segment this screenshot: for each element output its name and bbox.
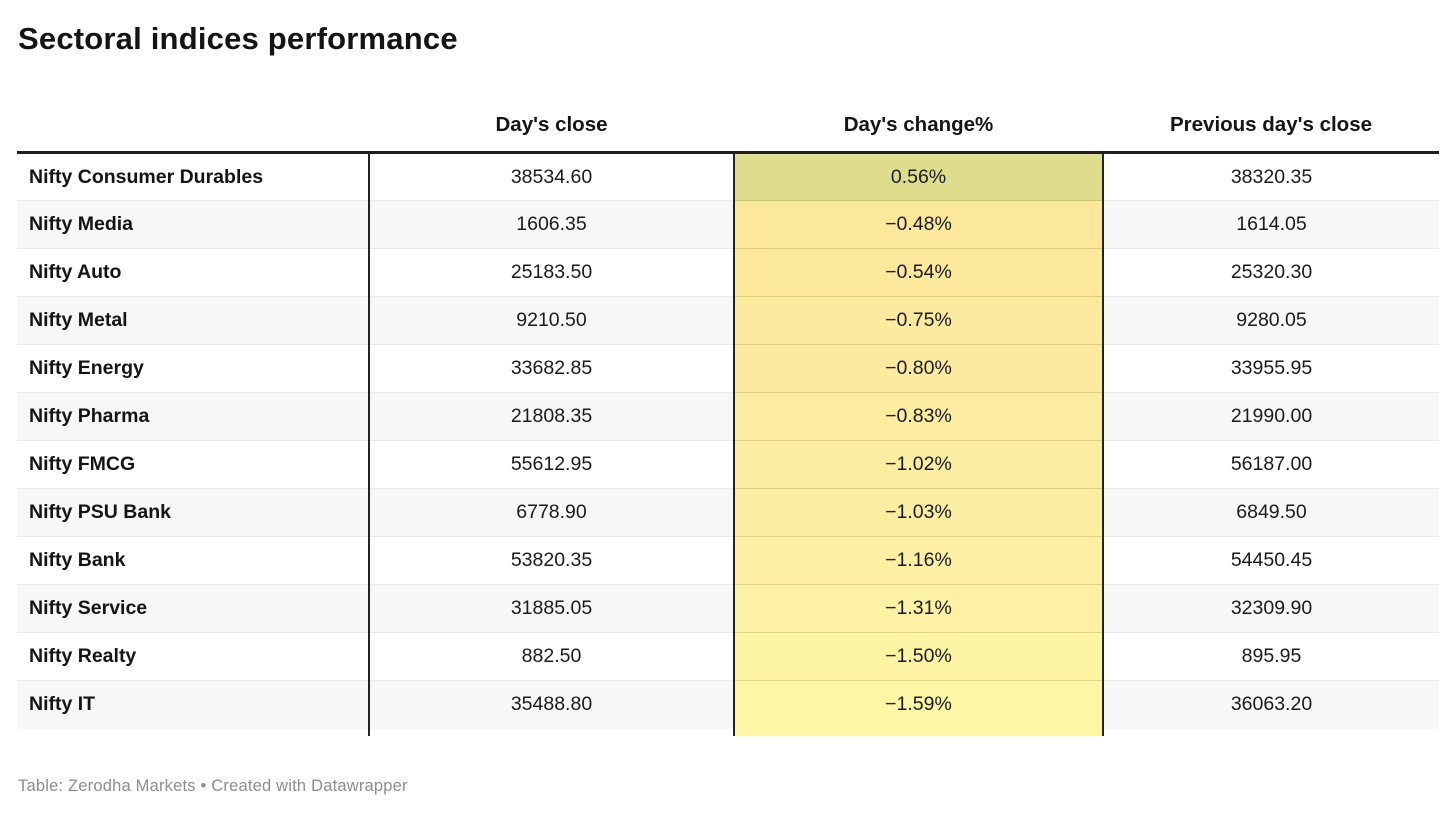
prev-close-cell: 33955.95 (1103, 344, 1439, 393)
days-close-cell: 53820.35 (369, 536, 734, 585)
days-change-cell: −1.16% (733, 536, 1104, 585)
days-close-cell: 882.50 (369, 632, 734, 681)
row-label: Nifty Media (17, 200, 370, 249)
table-body: Nifty Consumer Durables 38534.60 0.56% 3… (17, 152, 1439, 736)
header-row: Day's close Day's change% Previous day's… (17, 58, 1439, 154)
row-label: Nifty Service (17, 584, 370, 633)
row-label: Nifty Consumer Durables (17, 152, 370, 201)
prev-close-cell: 36063.20 (1103, 680, 1439, 729)
row-label: Nifty Metal (17, 296, 370, 345)
days-change-cell: 0.56% (733, 152, 1104, 201)
days-close-cell: 31885.05 (369, 584, 734, 633)
prev-close-cell: 895.95 (1103, 632, 1439, 681)
days-change-cell: −0.83% (733, 392, 1104, 441)
row-label: Nifty PSU Bank (17, 488, 370, 537)
sectoral-indices-table: Day's close Day's change% Previous day's… (17, 58, 1439, 736)
page-title: Sectoral indices performance (18, 21, 458, 56)
prev-close-cell: 54450.45 (1103, 536, 1439, 585)
row-label: Nifty IT (17, 680, 370, 729)
days-close-cell: 9210.50 (369, 296, 734, 345)
days-change-cell: −0.54% (733, 248, 1104, 297)
prev-close-cell: 1614.05 (1103, 200, 1439, 249)
prev-close-cell: 6849.50 (1103, 488, 1439, 537)
days-change-cell: −0.80% (733, 344, 1104, 393)
highlight-column-extension (17, 728, 1439, 736)
days-change-cell: −1.50% (733, 632, 1104, 681)
days-close-cell: 6778.90 (369, 488, 734, 537)
row-label: Nifty FMCG (17, 440, 370, 489)
header-row-label (17, 58, 369, 154)
table-row: Nifty Auto 25183.50 −0.54% 25320.30 (17, 248, 1439, 297)
table-header: Day's close Day's change% Previous day's… (17, 58, 1439, 154)
row-label: Nifty Pharma (17, 392, 370, 441)
table-row: Nifty Media 1606.35 −0.48% 1614.05 (17, 200, 1439, 249)
row-label: Nifty Energy (17, 344, 370, 393)
days-change-cell: −0.75% (733, 296, 1104, 345)
header-previous-close: Previous day's close (1103, 58, 1439, 154)
days-close-cell: 38534.60 (510, 165, 593, 188)
table-row: Nifty FMCG 55612.95 −1.02% 56187.00 (17, 440, 1439, 489)
prev-close-cell: 32309.90 (1103, 584, 1439, 633)
days-change-cell: −1.59% (733, 680, 1104, 729)
table-row: Nifty Metal 9210.50 −0.75% 9280.05 (17, 296, 1439, 345)
table-row: Nifty Service 31885.05 −1.31% 32309.90 (17, 584, 1439, 633)
table-row: Nifty Realty 882.50 −1.50% 895.95 (17, 632, 1439, 681)
table-row: Nifty IT 35488.80 −1.59% 36063.20 (17, 680, 1439, 729)
prev-close-cell: 9280.05 (1103, 296, 1439, 345)
table-row: Nifty Pharma 21808.35 −0.83% 21990.00 (17, 392, 1439, 441)
days-close-cell: 35488.80 (369, 680, 734, 729)
days-close-cell: 25183.50 (369, 248, 734, 297)
prev-close-cell: 38320.35 (1230, 165, 1313, 188)
row-label: Nifty Realty (17, 632, 370, 681)
days-change-cell: −1.02% (733, 440, 1104, 489)
header-days-close: Day's close (369, 58, 734, 154)
days-close-cell: 1606.35 (369, 200, 734, 249)
row-label: Nifty Bank (17, 536, 370, 585)
prev-close-cell: 21990.00 (1103, 392, 1439, 441)
prev-close-cell: 56187.00 (1103, 440, 1439, 489)
prev-close-cell: 25320.30 (1103, 248, 1439, 297)
days-close-cell: 55612.95 (369, 440, 734, 489)
days-close-cell: 21808.35 (369, 392, 734, 441)
table-row: Nifty Energy 33682.85 −0.80% 33955.95 (17, 344, 1439, 393)
days-change-cell: −0.48% (733, 200, 1104, 249)
attribution-footer: Table: Zerodha Markets • Created with Da… (18, 776, 408, 795)
header-days-change: Day's change% (734, 58, 1103, 154)
table-row: Nifty Consumer Durables 38534.60 0.56% 3… (17, 152, 1439, 201)
days-change-cell: −1.31% (733, 584, 1104, 633)
row-label: Nifty Auto (17, 248, 370, 297)
days-close-cell: 33682.85 (369, 344, 734, 393)
table-row: Nifty PSU Bank 6778.90 −1.03% 6849.50 (17, 488, 1439, 537)
table-row: Nifty Bank 53820.35 −1.16% 54450.45 (17, 536, 1439, 585)
days-change-cell: −1.03% (733, 488, 1104, 537)
